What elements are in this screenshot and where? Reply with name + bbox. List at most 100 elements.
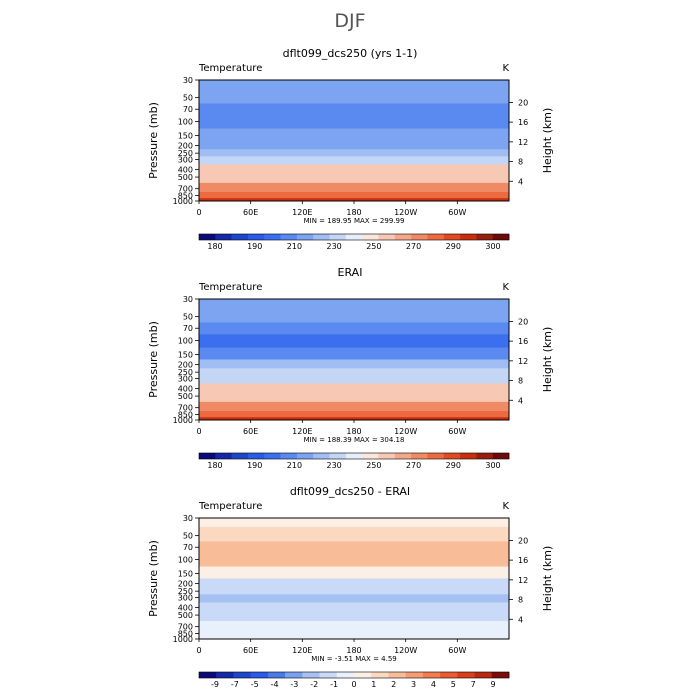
colorbar-swatch [460, 453, 477, 459]
colorbar-swatch [457, 672, 475, 678]
colorbar-swatch [491, 672, 510, 678]
contour-band [199, 630, 509, 637]
colorbar-label: 9 [490, 680, 495, 689]
y-axis-label: Pressure (mb) [147, 102, 160, 179]
contour-band [199, 411, 509, 418]
colorbar-swatch [345, 234, 363, 240]
x-tick-label: 120W [394, 427, 417, 436]
height-tick-label: 16 [518, 337, 528, 346]
contour-band [199, 149, 509, 157]
contour-band [199, 140, 509, 150]
colorbar-swatch [405, 672, 424, 678]
height-tick-label: 4 [518, 396, 523, 405]
contour-band [199, 578, 509, 588]
x-tick-label: 180 [346, 646, 361, 655]
x-tick-label: 0 [196, 208, 201, 217]
contour-band [199, 359, 509, 369]
contour-band [199, 375, 509, 384]
colorbar-swatch [371, 672, 389, 678]
x-tick-label: 120W [394, 208, 417, 217]
units-label: K [502, 501, 509, 512]
colorbar-label: 180 [207, 461, 222, 470]
x-tick-label: 120E [292, 646, 312, 655]
pressure-tick-label: 30 [183, 295, 193, 304]
pressure-tick-label: 500 [178, 392, 193, 401]
chart-panel-1: dflt099_dcs250 (yrs 1-1) Temperature K 30 50… [147, 47, 554, 251]
colorbar-swatch [264, 234, 281, 240]
field-label: Temperature [198, 501, 262, 512]
colorbar-label: 270 [406, 242, 421, 251]
colorbar-swatch [362, 234, 379, 240]
colorbar-label: 4 [431, 680, 436, 689]
contour-band [199, 636, 509, 640]
colorbar-swatch [362, 453, 379, 459]
pressure-tick-label: 250 [178, 149, 193, 158]
contour-band [199, 322, 509, 335]
field-label: Temperature [198, 282, 262, 293]
contour-band [199, 602, 509, 612]
colorbar-label: 2 [391, 680, 396, 689]
colorbar-label: -3 [290, 680, 298, 689]
chart-title: dflt099_dcs250 (yrs 1-1) [283, 47, 418, 60]
contour-band [199, 334, 509, 349]
colorbar-swatch [247, 453, 265, 459]
colorbar-swatch [215, 453, 232, 459]
pressure-tick-label: 400 [178, 165, 193, 174]
contour-band [199, 518, 509, 528]
colorbar-frame [198, 671, 510, 679]
colorbar-label: 210 [287, 242, 302, 251]
colorbar-label: 250 [366, 242, 381, 251]
colorbar-swatch [247, 234, 265, 240]
colorbar-swatch [264, 453, 281, 459]
colorbar-swatch [199, 453, 216, 459]
colorbar-swatch [313, 453, 330, 459]
pressure-tick-label: 50 [183, 94, 193, 103]
pressure-tick-label: 300 [178, 374, 193, 383]
contour-band [199, 526, 509, 542]
colorbar-swatch [492, 234, 510, 240]
colorbar-swatch [250, 672, 269, 678]
pressure-tick-label: 500 [178, 173, 193, 182]
colorbar-swatch [440, 672, 458, 678]
pressure-tick-label: 30 [183, 514, 193, 523]
pressure-tick-label: 200 [178, 360, 193, 369]
colorbar-swatch [231, 453, 249, 459]
pressure-tick-label: 700 [178, 623, 193, 632]
height-tick-label: 4 [518, 177, 523, 186]
contour-band [199, 620, 509, 631]
colorbar-swatch [267, 672, 286, 678]
contour-band [199, 594, 509, 603]
contour-band [199, 198, 509, 202]
colorbar-label: 180 [207, 242, 222, 251]
contour-band [199, 88, 509, 104]
colorbar-swatch [388, 672, 406, 678]
x-tick-label: 120W [394, 646, 417, 655]
colorbar-swatch [443, 453, 461, 459]
x-tick-label: 60E [243, 427, 258, 436]
pressure-tick-label: 500 [178, 611, 193, 620]
colorbar-swatch [216, 672, 234, 678]
colorbar-label: 1 [371, 680, 376, 689]
height-tick-label: 20 [518, 536, 528, 545]
pressure-tick-label: 100 [178, 337, 193, 346]
pressure-tick-label: 30 [183, 76, 193, 85]
pressure-tick-label: 700 [178, 404, 193, 413]
contour-band [199, 566, 509, 579]
colorbar-swatch [427, 453, 445, 459]
contour-band [199, 115, 509, 130]
colorbar-swatch [199, 234, 216, 240]
colorbar-swatch [427, 234, 445, 240]
colorbar-label: 3 [411, 680, 416, 689]
colorbar-swatch [231, 234, 249, 240]
colorbar-label: 7 [471, 680, 476, 689]
contour-band [199, 611, 509, 622]
x-tick-label: 120E [292, 208, 312, 217]
colorbar-label: 5 [451, 680, 456, 689]
minmax-label: MIN = -3.51 MAX = 4.59 [311, 655, 397, 663]
colorbar-swatch [378, 234, 396, 240]
pressure-tick-label: 850 [178, 191, 193, 200]
pressure-tick-label: 400 [178, 384, 193, 393]
colorbar-swatch [280, 234, 298, 240]
